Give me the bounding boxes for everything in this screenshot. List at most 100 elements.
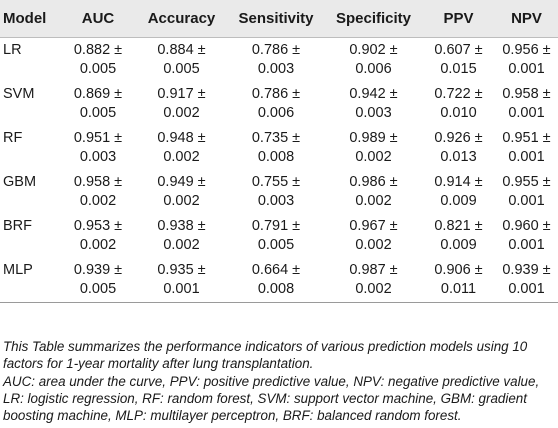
value-sd: 0.001 [508, 149, 545, 165]
value-mean: 0.722 ± [434, 86, 483, 102]
value-mean: 0.791 ± [251, 218, 301, 234]
accuracy-cell: 0.917 ± 0.002 [136, 82, 227, 126]
value-sd: 0.002 [163, 105, 200, 121]
table-body: LR 0.882 ± 0.005 0.884 ± 0.005 0.786 ± 0.00… [0, 37, 558, 303]
header-npv: NPV [511, 10, 542, 27]
specificity-cell: 0.942 ± 0.003 [325, 82, 422, 126]
header-accuracy: Accuracy [147, 10, 216, 27]
value-mean: 0.949 ± [157, 174, 206, 190]
npv-cell: 0.958 ± 0.001 [495, 82, 558, 126]
value-sd: 0.002 [79, 237, 117, 253]
value-mean: 0.958 ± [73, 174, 123, 190]
npv-cell: 0.955 ± 0.001 [495, 170, 558, 214]
value-mean: 0.960 ± [502, 218, 551, 234]
value-mean: 0.958 ± [502, 86, 551, 102]
sensitivity-cell: 0.735 ± 0.008 [227, 126, 325, 170]
value-sd: 0.011 [440, 281, 477, 297]
value-mean: 0.786 ± [251, 42, 301, 58]
footnote-summary: This Table summarizes the performance in… [3, 339, 528, 372]
auc-cell: 0.882 ± 0.005 [60, 38, 136, 83]
table-row: BRF 0.953 ± 0.002 0.938 ± 0.002 0.791 ± 0.0… [0, 214, 558, 258]
value-mean: 0.967 ± [349, 218, 398, 234]
value-sd: 0.003 [79, 149, 117, 165]
accuracy-cell: 0.948 ± 0.002 [136, 126, 227, 170]
value-mean: 0.987 ± [349, 262, 398, 278]
table-row: LR 0.882 ± 0.005 0.884 ± 0.005 0.786 ± 0.00… [0, 37, 558, 83]
table-row: GBM 0.958 ± 0.002 0.949 ± 0.002 0.755 ± 0.0… [0, 170, 558, 214]
value-sd: 0.005 [79, 281, 117, 297]
ppv-cell: 0.914 ± 0.009 [422, 170, 495, 214]
header-ppv: PPV [443, 10, 474, 27]
value-mean: 0.956 ± [502, 42, 551, 58]
auc-cell: 0.939 ± 0.005 [60, 258, 136, 303]
specificity-cell: 0.986 ± 0.002 [325, 170, 422, 214]
header-model: Model [3, 10, 47, 27]
specificity-cell: 0.987 ± 0.002 [325, 258, 422, 303]
value-sd: 0.002 [163, 149, 200, 165]
value-mean: 0.869 ± [73, 86, 123, 102]
value-sd: 0.005 [163, 61, 200, 77]
specificity-cell: 0.989 ± 0.002 [325, 126, 422, 170]
npv-cell: 0.939 ± 0.001 [495, 258, 558, 303]
ppv-cell: 0.722 ± 0.010 [422, 82, 495, 126]
value-mean: 0.942 ± [349, 86, 398, 102]
value-sd: 0.015 [440, 61, 477, 77]
value-sd: 0.005 [79, 61, 117, 77]
value-sd: 0.003 [257, 61, 295, 77]
table-footnotes: This Table summarizes the performance in… [3, 338, 555, 424]
value-sd: 0.002 [79, 193, 117, 209]
accuracy-cell: 0.884 ± 0.005 [136, 38, 227, 83]
value-mean: 0.906 ± [434, 262, 483, 278]
value-sd: 0.009 [440, 237, 477, 253]
value-mean: 0.948 ± [157, 130, 206, 146]
auc-cell: 0.953 ± 0.002 [60, 214, 136, 258]
header-auc: AUC [81, 10, 115, 27]
model-name: BRF [3, 218, 32, 234]
npv-cell: 0.960 ± 0.001 [495, 214, 558, 258]
model-name: LR [3, 42, 22, 58]
sensitivity-cell: 0.786 ± 0.006 [227, 82, 325, 126]
footnote-abbreviations: AUC: area under the curve, PPV: positive… [3, 373, 540, 424]
value-sd: 0.006 [355, 61, 392, 77]
model-name: RF [3, 130, 23, 146]
sensitivity-cell: 0.664 ± 0.008 [227, 258, 325, 303]
value-sd: 0.001 [508, 237, 545, 253]
model-name: MLP [3, 262, 33, 278]
ppv-cell: 0.926 ± 0.013 [422, 126, 495, 170]
value-sd: 0.001 [508, 61, 545, 77]
ppv-cell: 0.607 ± 0.015 [422, 38, 495, 83]
header-sensitivity: Sensitivity [238, 10, 314, 27]
value-sd: 0.002 [355, 281, 392, 297]
value-sd: 0.001 [508, 281, 545, 297]
value-sd: 0.002 [355, 149, 392, 165]
value-mean: 0.735 ± [251, 130, 301, 146]
value-sd: 0.005 [79, 105, 117, 121]
value-sd: 0.006 [257, 105, 295, 121]
value-sd: 0.008 [257, 281, 295, 297]
performance-table-container: Model AUC Accuracy Sensitivity Specifici… [0, 0, 558, 303]
auc-cell: 0.958 ± 0.002 [60, 170, 136, 214]
value-mean: 0.917 ± [157, 86, 206, 102]
value-mean: 0.902 ± [349, 42, 398, 58]
value-sd: 0.002 [355, 193, 392, 209]
specificity-cell: 0.967 ± 0.002 [325, 214, 422, 258]
value-mean: 0.786 ± [251, 86, 301, 102]
value-mean: 0.938 ± [157, 218, 206, 234]
value-sd: 0.001 [508, 105, 545, 121]
header-row: Model AUC Accuracy Sensitivity Specifici… [0, 0, 558, 38]
table-row: RF 0.951 ± 0.003 0.948 ± 0.002 0.735 ± 0.00… [0, 126, 558, 170]
npv-cell: 0.956 ± 0.001 [495, 38, 558, 83]
value-mean: 0.882 ± [73, 42, 123, 58]
table-header: Model AUC Accuracy Sensitivity Specifici… [0, 0, 558, 38]
ppv-cell: 0.821 ± 0.009 [422, 214, 495, 258]
value-sd: 0.008 [257, 149, 295, 165]
value-mean: 0.955 ± [502, 174, 551, 190]
accuracy-cell: 0.935 ± 0.001 [136, 258, 227, 303]
value-mean: 0.607 ± [434, 42, 483, 58]
value-mean: 0.914 ± [434, 174, 483, 190]
auc-cell: 0.951 ± 0.003 [60, 126, 136, 170]
value-mean: 0.951 ± [502, 130, 551, 146]
value-mean: 0.953 ± [73, 218, 123, 234]
value-sd: 0.001 [508, 193, 545, 209]
accuracy-cell: 0.949 ± 0.002 [136, 170, 227, 214]
